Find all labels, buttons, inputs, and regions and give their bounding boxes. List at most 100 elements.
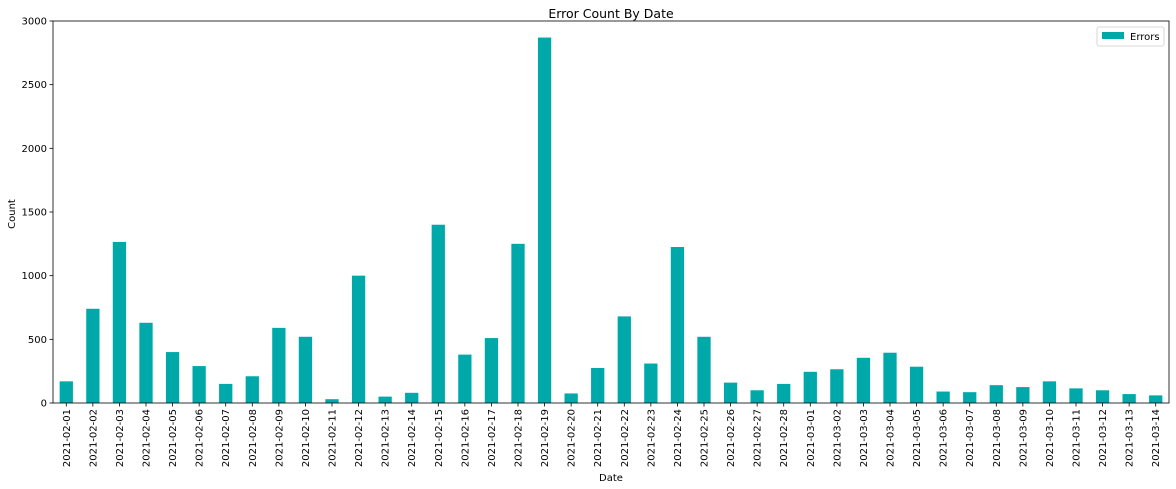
x-tick-label: 2021-02-16 [460,409,471,467]
x-tick-label: 2021-02-01 [62,409,73,467]
x-tick-label: 2021-02-24 [673,409,684,467]
y-tick-label: 500 [28,335,47,346]
x-tick-label: 2021-03-07 [965,409,976,467]
x-axis-label: Date [599,473,623,484]
bar-2021-02-06 [192,366,206,403]
bar-2021-02-14 [405,392,419,403]
y-ticks-group: 0 500 1000 1500 2000 2500 3000 [22,17,53,410]
bar-2021-03-11 [1069,388,1083,403]
x-tick-label: 2021-02-03 [115,409,126,467]
bar-2021-03-10 [1042,381,1057,403]
x-tick-label: 2021-02-17 [487,409,498,467]
bar-2021-03-06 [936,391,950,403]
x-tick-label: 2021-03-08 [992,409,1003,467]
legend-frame [1096,26,1165,47]
x-tick-label: 2021-02-06 [195,409,206,467]
bar-2021-03-02 [830,369,844,403]
x-tick-label: 2021-02-19 [540,409,551,467]
x-tick-label: 2021-03-01 [806,409,817,467]
bar-2021-02-01 [59,381,73,403]
x-tick-label: 2021-03-11 [1072,409,1083,467]
x-tick-label: 2021-02-15 [434,409,445,467]
y-tick-label: 3000 [22,17,47,28]
bars-group [59,37,1163,403]
x-ticks-group: 2021-02-01 2021-02-02 2021-02-03 2021-02-04… [62,403,1162,467]
x-tick-label: 2021-03-10 [1045,409,1056,467]
x-tick-label: 2021-02-26 [726,409,737,467]
x-tick-label: 2021-02-21 [593,409,604,467]
bar-2021-02-03 [112,241,127,403]
bar-2021-02-27 [750,390,764,403]
chart-title: Error Count By Date [548,6,674,21]
bar-2021-03-12 [1095,390,1110,403]
bar-2021-02-10 [298,336,313,403]
bar-2021-02-08 [245,376,259,403]
x-tick-label: 2021-03-13 [1125,409,1136,467]
bar-2021-02-25 [697,336,711,403]
x-tick-label: 2021-02-22 [620,409,631,467]
bar-2021-03-08 [989,385,1003,403]
bar-2021-02-12 [351,275,366,403]
y-axis-label: Count [7,199,18,229]
x-tick-label: 2021-03-06 [939,409,950,467]
bar-2021-03-09 [1016,387,1030,403]
plot-frame [52,20,1170,404]
x-tick-label: 2021-03-14 [1151,409,1162,467]
x-tick-label: 2021-02-28 [779,409,790,467]
x-tick-label: 2021-02-10 [301,409,312,467]
bar-2021-02-24 [670,247,685,403]
bar-2021-03-07 [963,392,977,403]
bar-2021-02-07 [219,383,233,403]
bar-2021-02-21 [591,367,605,403]
y-tick-label: 0 [41,399,47,410]
bar-2021-02-16 [458,354,472,403]
bar-2021-02-23 [644,363,658,403]
x-tick-label: 2021-02-09 [274,409,285,467]
bar-2021-02-05 [165,352,180,403]
bar-2021-02-11 [325,399,339,403]
x-tick-label: 2021-02-05 [168,409,179,467]
x-tick-label: 2021-02-11 [328,409,339,467]
x-tick-label: 2021-02-20 [567,409,578,467]
bar-2021-02-19 [537,37,552,403]
x-tick-label: 2021-03-03 [859,409,870,467]
bar-2021-03-03 [856,357,871,403]
legend-swatch-errors [1102,32,1124,39]
y-tick-label: 1500 [22,208,47,219]
x-tick-label: 2021-02-25 [700,409,711,467]
bar-2021-03-04 [883,352,897,403]
x-tick-label: 2021-02-02 [88,409,99,467]
bar-2021-03-14 [1149,395,1163,403]
bar-2021-03-01 [803,371,817,403]
x-tick-label: 2021-02-08 [248,409,259,467]
y-tick-label: 1000 [22,271,47,282]
x-tick-label: 2021-03-12 [1098,409,1109,467]
bar-2021-02-15 [431,224,445,403]
legend: Errors [1096,26,1165,47]
y-tick-label: 2000 [22,144,47,155]
bar-2021-02-28 [777,383,791,403]
bar-2021-02-04 [139,322,153,403]
bar-2021-02-17 [484,338,499,403]
bar-2021-02-02 [86,308,100,403]
bar-2021-02-09 [272,327,286,403]
x-tick-label: 2021-03-05 [912,409,923,467]
x-tick-label: 2021-02-12 [354,409,365,467]
x-tick-label: 2021-03-09 [1018,409,1029,467]
bar-2021-03-13 [1122,394,1136,403]
y-tick-label: 2500 [22,80,47,91]
x-tick-label: 2021-02-07 [221,409,232,467]
x-tick-label: 2021-03-02 [832,409,843,467]
x-tick-label: 2021-02-18 [514,409,525,467]
bar-2021-03-05 [909,366,924,403]
bar-2021-02-22 [617,316,631,403]
x-tick-label: 2021-02-14 [407,409,418,467]
legend-label-errors: Errors [1130,32,1160,43]
x-tick-label: 2021-03-04 [886,409,897,467]
x-tick-label: 2021-02-13 [381,409,392,467]
bar-2021-02-20 [564,393,578,403]
bar-2021-02-18 [511,243,525,403]
x-tick-label: 2021-02-27 [753,409,764,467]
x-tick-label: 2021-02-23 [646,409,657,467]
